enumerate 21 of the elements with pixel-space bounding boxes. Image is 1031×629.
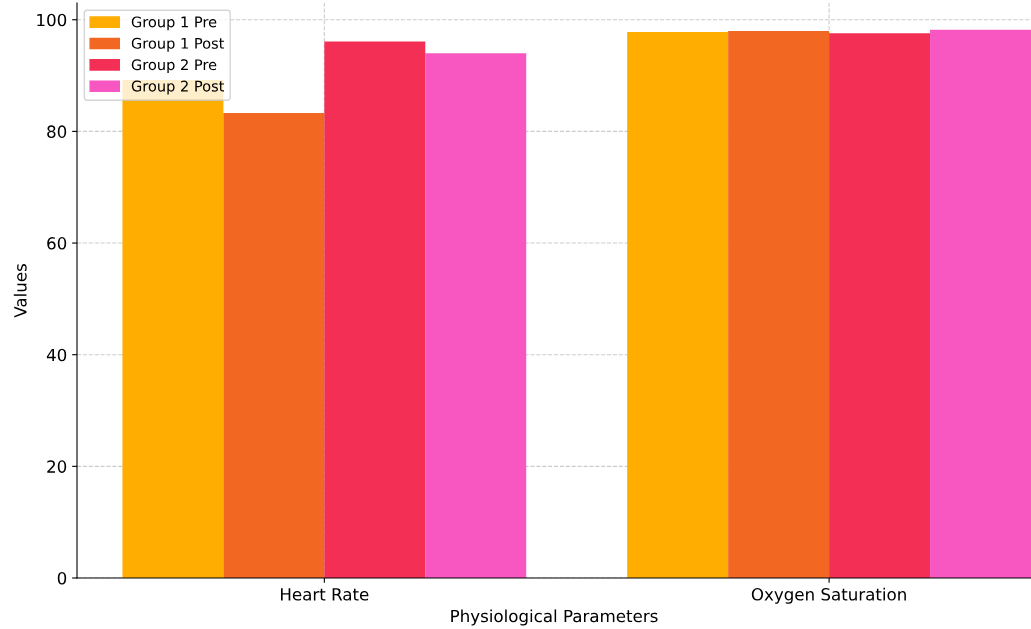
y-tick-label: 100 [37, 13, 67, 27]
y-tick-label: 20 [47, 460, 67, 473]
y-tick-label: 80 [47, 125, 67, 138]
bar [425, 53, 527, 578]
bar [930, 29, 1031, 578]
legend-label: Group 2 Pre [131, 59, 217, 74]
x-tick-label: Heart Rate [281, 588, 369, 601]
bar [223, 112, 325, 578]
x-axis-title: Physiological Parameters [451, 609, 658, 626]
bar [324, 41, 426, 578]
bar [829, 33, 931, 578]
legend-label: Group 1 Pre [131, 16, 217, 31]
bar [627, 32, 729, 578]
y-axis-title: Values [13, 264, 27, 318]
legend-label: Group 2 Post [131, 80, 225, 95]
x-tick-label: Oxygen Saturation [751, 587, 906, 604]
bar [728, 30, 830, 578]
y-tick-label: 0 [57, 571, 67, 585]
legend-label: Group 1 Post [131, 37, 225, 52]
y-tick-label: 40 [46, 348, 67, 362]
y-tick-label: 60 [47, 237, 67, 250]
